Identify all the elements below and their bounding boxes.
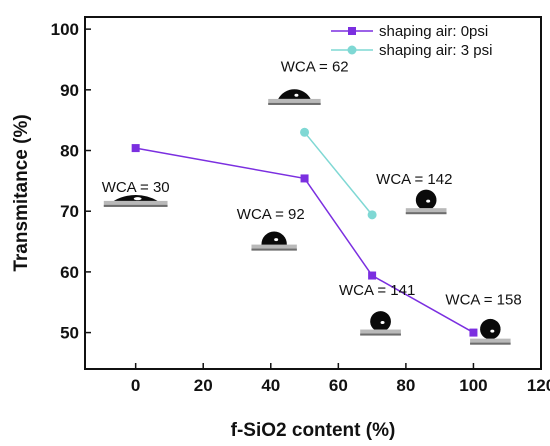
droplet-wca-142 xyxy=(405,189,447,215)
annotation-label: WCA = 142 xyxy=(376,171,452,188)
legend-entry: shaping air: 0psi xyxy=(331,23,488,40)
droplet-wca-141 xyxy=(360,311,401,336)
data-point xyxy=(367,210,377,220)
x-tick-label: 20 xyxy=(194,376,213,395)
y-tick-label: 60 xyxy=(60,263,79,282)
series-line xyxy=(135,147,474,334)
axes: 0 20 40 60 80 100 120 50 60 70 80 90 100 xyxy=(51,20,550,395)
annotation-label: WCA = 92 xyxy=(237,206,305,223)
x-axis-title: f-SiO2 content (%) xyxy=(231,420,396,441)
y-axis-title: Transmitance (%) xyxy=(11,114,32,271)
y-tick-label: 70 xyxy=(60,202,79,221)
legend-entry: shaping air: 3 psi xyxy=(331,42,492,59)
data-point xyxy=(368,271,377,280)
data-point xyxy=(131,144,140,153)
x-tick-label: 60 xyxy=(329,376,348,395)
data-point xyxy=(300,127,310,137)
droplet-wca-62 xyxy=(268,89,321,105)
plot-frame xyxy=(84,16,542,370)
series-0 xyxy=(131,144,478,337)
annotation-label: WCA = 62 xyxy=(281,59,349,76)
legend: shaping air: 0psi shaping air: 3 psi xyxy=(331,23,492,59)
droplet-wca-92 xyxy=(251,231,297,251)
series-layer xyxy=(131,127,478,337)
data-point xyxy=(469,328,478,337)
annotation-label: WCA = 30 xyxy=(102,179,170,196)
annotation-label: WCA = 141 xyxy=(339,282,415,299)
x-tick-label: 120 xyxy=(527,376,550,395)
annotation-label: WCA = 158 xyxy=(445,292,521,309)
droplet-images xyxy=(103,89,511,345)
x-tick-label: 100 xyxy=(459,376,487,395)
y-tick-label: 80 xyxy=(60,142,79,161)
droplet-wca-30 xyxy=(103,195,168,207)
series-line xyxy=(303,131,373,216)
x-tick-label: 40 xyxy=(261,376,280,395)
y-tick-label: 100 xyxy=(51,20,79,39)
droplet-wca-158 xyxy=(470,318,511,345)
legend-label: shaping air: 0psi xyxy=(379,23,488,40)
series-1 xyxy=(300,127,377,220)
y-tick-label: 90 xyxy=(60,81,79,100)
data-point xyxy=(300,174,309,183)
x-tick-label: 80 xyxy=(396,376,415,395)
annotations: WCA = 30 WCA = 92 WCA = 62 WCA = 142 WCA = 1… xyxy=(102,59,522,309)
x-tick-label: 0 xyxy=(131,376,140,395)
y-tick-label: 50 xyxy=(60,324,79,343)
legend-label: shaping air: 3 psi xyxy=(379,42,492,59)
